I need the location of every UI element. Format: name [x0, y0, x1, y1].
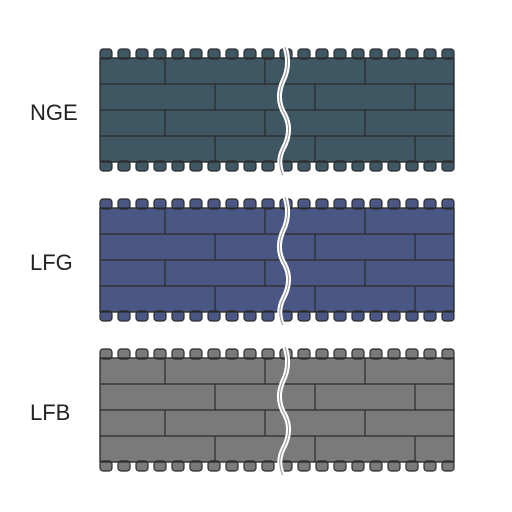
belt-svg: [95, 195, 465, 325]
belt-graphic-lfb: [95, 345, 465, 475]
belt-label-nge: NGE: [30, 100, 78, 126]
belt-svg: [95, 45, 465, 175]
belt-graphic-lfg: [95, 195, 465, 325]
belt-label-lfb: LFB: [30, 400, 70, 426]
belt-variants-figure: { "figure": { "type": "infographic", "ba…: [0, 0, 512, 512]
belt-graphic-nge: [95, 45, 465, 175]
belt-label-lfg: LFG: [30, 250, 73, 276]
belt-svg: [95, 345, 465, 475]
